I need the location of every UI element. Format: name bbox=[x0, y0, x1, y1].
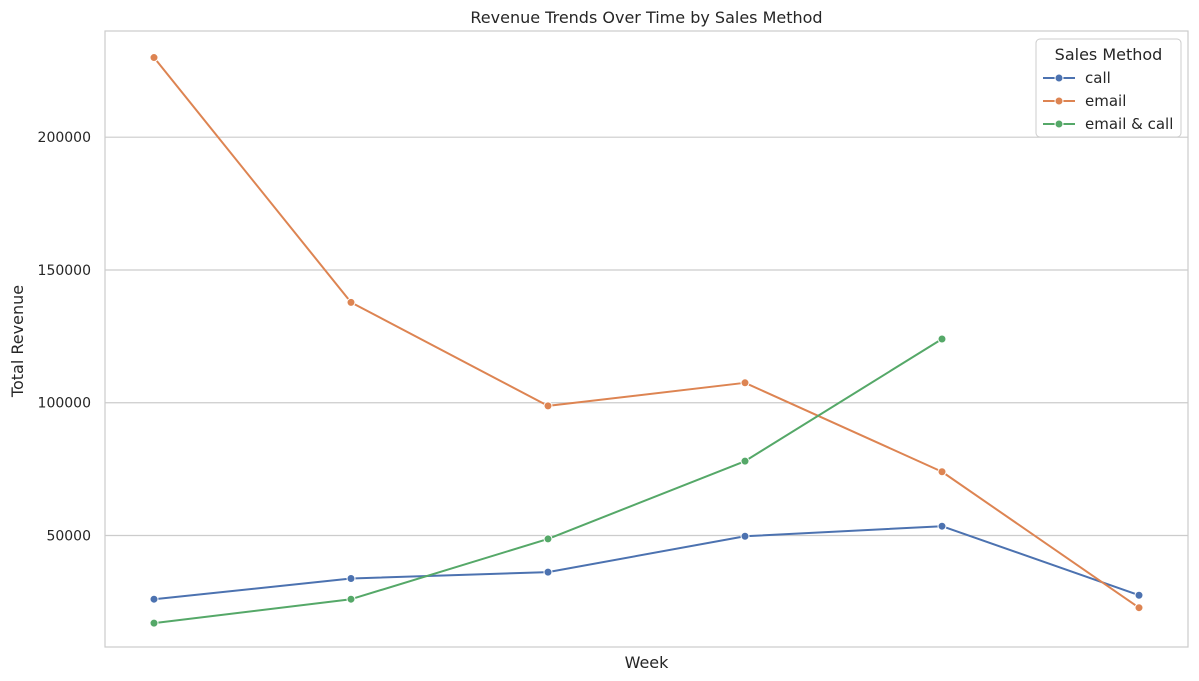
legend-swatch-marker bbox=[1054, 119, 1064, 129]
data-point bbox=[937, 334, 947, 344]
y-tick-label: 50000 bbox=[46, 528, 91, 544]
data-point bbox=[740, 531, 750, 541]
data-point bbox=[346, 297, 356, 307]
data-point bbox=[937, 521, 947, 531]
data-point bbox=[149, 594, 159, 604]
y-tick-label: 150000 bbox=[38, 263, 91, 279]
data-point bbox=[1134, 603, 1144, 613]
data-point bbox=[543, 567, 553, 577]
series-lines bbox=[153, 56, 1140, 625]
data-point bbox=[1134, 590, 1144, 600]
data-point bbox=[740, 456, 750, 466]
data-point bbox=[149, 53, 159, 63]
legend-entry-label: email & call bbox=[1085, 115, 1173, 133]
series-points bbox=[149, 53, 1144, 628]
series-line-email bbox=[153, 56, 1140, 609]
y-tick-labels: 50000 100000 150000 200000 bbox=[38, 130, 91, 544]
plot-frame bbox=[104, 30, 1189, 648]
data-point bbox=[543, 534, 553, 544]
y-tick-label: 200000 bbox=[38, 130, 91, 146]
data-point bbox=[543, 401, 553, 411]
y-axis-label: Total Revenue bbox=[8, 285, 27, 398]
legend-box bbox=[1035, 38, 1182, 138]
data-point bbox=[346, 573, 356, 583]
legend-swatch-marker bbox=[1054, 96, 1064, 106]
legend-title: Sales Method bbox=[1055, 45, 1163, 64]
series-line-call bbox=[153, 525, 1140, 601]
legend-entry-label: email bbox=[1085, 92, 1126, 110]
y-tick-label: 100000 bbox=[38, 396, 91, 412]
data-point bbox=[346, 594, 356, 604]
data-point bbox=[740, 378, 750, 388]
data-point bbox=[937, 467, 947, 477]
data-point bbox=[149, 618, 159, 628]
chart-title: Revenue Trends Over Time by Sales Method bbox=[470, 8, 822, 27]
legend-entry-label: call bbox=[1085, 69, 1111, 87]
legend: Sales Method call email email & call bbox=[1035, 38, 1182, 138]
legend-swatch-marker bbox=[1054, 73, 1064, 83]
gridlines bbox=[105, 136, 1188, 537]
x-axis-label: Week bbox=[625, 653, 670, 672]
series-line-email-call bbox=[153, 338, 943, 625]
